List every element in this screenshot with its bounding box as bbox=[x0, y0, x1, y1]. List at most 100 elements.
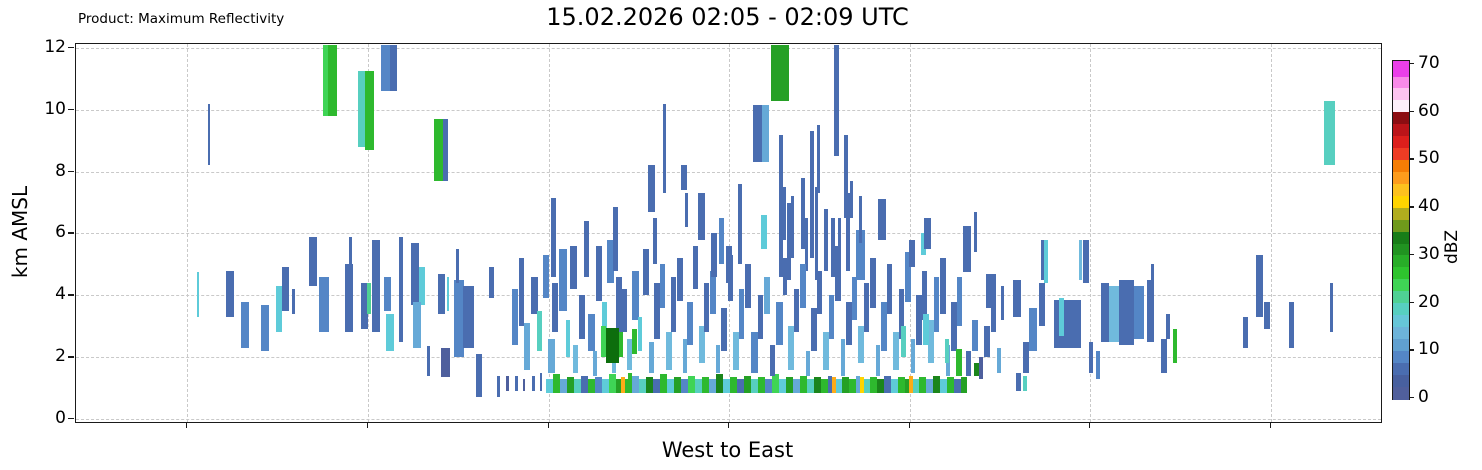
reflectivity-bar bbox=[581, 375, 588, 393]
reflectivity-bar bbox=[986, 273, 996, 308]
colorbar-step bbox=[1393, 111, 1409, 125]
reflectivity-bar bbox=[438, 273, 445, 314]
reflectivity-bar bbox=[974, 211, 977, 253]
reflectivity-bar bbox=[832, 377, 836, 393]
reflectivity-bar bbox=[793, 378, 800, 393]
reflectivity-bar bbox=[814, 377, 821, 393]
reflectivity-bar bbox=[434, 119, 443, 181]
reflectivity-bar bbox=[829, 295, 834, 339]
reflectivity-bar bbox=[574, 378, 581, 393]
reflectivity-bar bbox=[800, 264, 806, 308]
reflectivity-bar bbox=[654, 282, 660, 339]
reflectivity-bar bbox=[878, 199, 886, 240]
reflectivity-bar bbox=[1109, 286, 1119, 342]
reflectivity-bar bbox=[704, 282, 709, 333]
reflectivity-bar bbox=[683, 338, 687, 373]
reflectivity-bar bbox=[738, 184, 742, 265]
reflectivity-bar bbox=[1041, 239, 1044, 280]
reflectivity-bar bbox=[844, 134, 848, 218]
reflectivity-bar bbox=[413, 301, 421, 348]
reflectivity-bar bbox=[653, 378, 660, 393]
reflectivity-bar bbox=[579, 295, 585, 339]
reflectivity-bar bbox=[543, 255, 549, 299]
reflectivity-bar bbox=[628, 372, 632, 389]
reflectivity-bar bbox=[997, 347, 1001, 373]
reflectivity-bar bbox=[595, 377, 602, 393]
reflectivity-bar bbox=[632, 270, 639, 321]
reflectivity-bar bbox=[602, 378, 609, 393]
colorbar-step bbox=[1393, 338, 1409, 351]
reflectivity-bar bbox=[846, 193, 850, 271]
reflectivity-bar bbox=[940, 258, 946, 314]
reflectivity-bar bbox=[794, 289, 799, 333]
reflectivity-bar bbox=[744, 375, 751, 393]
reflectivity-bar bbox=[512, 289, 518, 345]
reflectivity-bar bbox=[716, 374, 723, 393]
reflectivity-bar bbox=[609, 374, 616, 393]
reflectivity-bar bbox=[779, 378, 786, 393]
reflectivity-bar bbox=[702, 377, 709, 393]
colorbar-step bbox=[1393, 219, 1409, 232]
reflectivity-bar bbox=[358, 71, 365, 147]
reflectivity-bar bbox=[560, 378, 567, 393]
reflectivity-bar bbox=[241, 301, 249, 348]
reflectivity-bar bbox=[546, 378, 553, 393]
colorbar-tick-label: 40 bbox=[1418, 196, 1440, 217]
reflectivity-bar bbox=[606, 327, 619, 364]
reflectivity-bar bbox=[823, 332, 829, 370]
reflectivity-bar bbox=[817, 125, 820, 194]
reflectivity-bar bbox=[928, 320, 934, 364]
reflectivity-bar bbox=[849, 378, 856, 393]
reflectivity-bar bbox=[835, 245, 841, 302]
reflectivity-bar bbox=[850, 180, 853, 218]
colorbar-tick-label: 50 bbox=[1418, 148, 1440, 169]
colorbar-tick-mark bbox=[1409, 253, 1414, 256]
reflectivity-bar bbox=[553, 374, 560, 393]
reflectivity-bar bbox=[1039, 282, 1045, 327]
reflectivity-bar bbox=[1096, 350, 1100, 379]
reflectivity-bar bbox=[345, 264, 353, 333]
colorbar-step bbox=[1393, 123, 1409, 137]
reflectivity-bar bbox=[328, 44, 337, 116]
colorbar-step bbox=[1393, 242, 1409, 256]
reflectivity-bar bbox=[921, 233, 926, 256]
reflectivity-bar bbox=[801, 177, 805, 249]
colorbar-tick-mark bbox=[1409, 301, 1414, 303]
reflectivity-bar bbox=[923, 313, 929, 345]
reflectivity-bar bbox=[384, 276, 391, 311]
colorbar-step bbox=[1393, 231, 1409, 244]
reflectivity-bar bbox=[838, 218, 841, 265]
reflectivity-bar bbox=[1029, 307, 1037, 351]
reflectivity-bar bbox=[765, 378, 772, 393]
reflectivity-bar bbox=[567, 377, 574, 393]
reflectivity-bar bbox=[674, 377, 681, 393]
reflectivity-bar bbox=[783, 258, 787, 296]
reflectivity-bar bbox=[841, 338, 845, 376]
reflectivity-bar bbox=[365, 71, 374, 150]
reflectivity-bar bbox=[616, 378, 621, 393]
reflectivity-bar bbox=[916, 295, 922, 345]
reflectivity-bar bbox=[646, 377, 653, 393]
colorbar-step bbox=[1393, 290, 1409, 304]
reflectivity-bar bbox=[515, 375, 518, 392]
reflectivity-bar bbox=[788, 326, 794, 370]
reflectivity-bar bbox=[524, 323, 530, 370]
reflectivity-bar bbox=[323, 44, 328, 116]
x-tick-mark bbox=[728, 422, 730, 428]
x-tick-mark bbox=[548, 422, 550, 428]
colorbar-tick-mark bbox=[1409, 206, 1414, 208]
colorbar-step bbox=[1393, 147, 1409, 161]
reflectivity-bar bbox=[737, 378, 744, 393]
reflectivity-bar bbox=[926, 378, 933, 393]
reflectivity-bar bbox=[834, 44, 839, 157]
colorbar bbox=[1392, 60, 1410, 400]
reflectivity-bar bbox=[695, 378, 702, 393]
v-gridline bbox=[1090, 44, 1091, 422]
reflectivity-bar bbox=[648, 165, 655, 212]
reflectivity-bar bbox=[739, 289, 744, 339]
y-tick-label: 0 bbox=[55, 408, 66, 428]
reflectivity-bar bbox=[681, 378, 688, 393]
reflectivity-bar bbox=[663, 103, 666, 194]
reflectivity-bar bbox=[607, 239, 614, 283]
reflectivity-bar bbox=[1173, 329, 1177, 364]
